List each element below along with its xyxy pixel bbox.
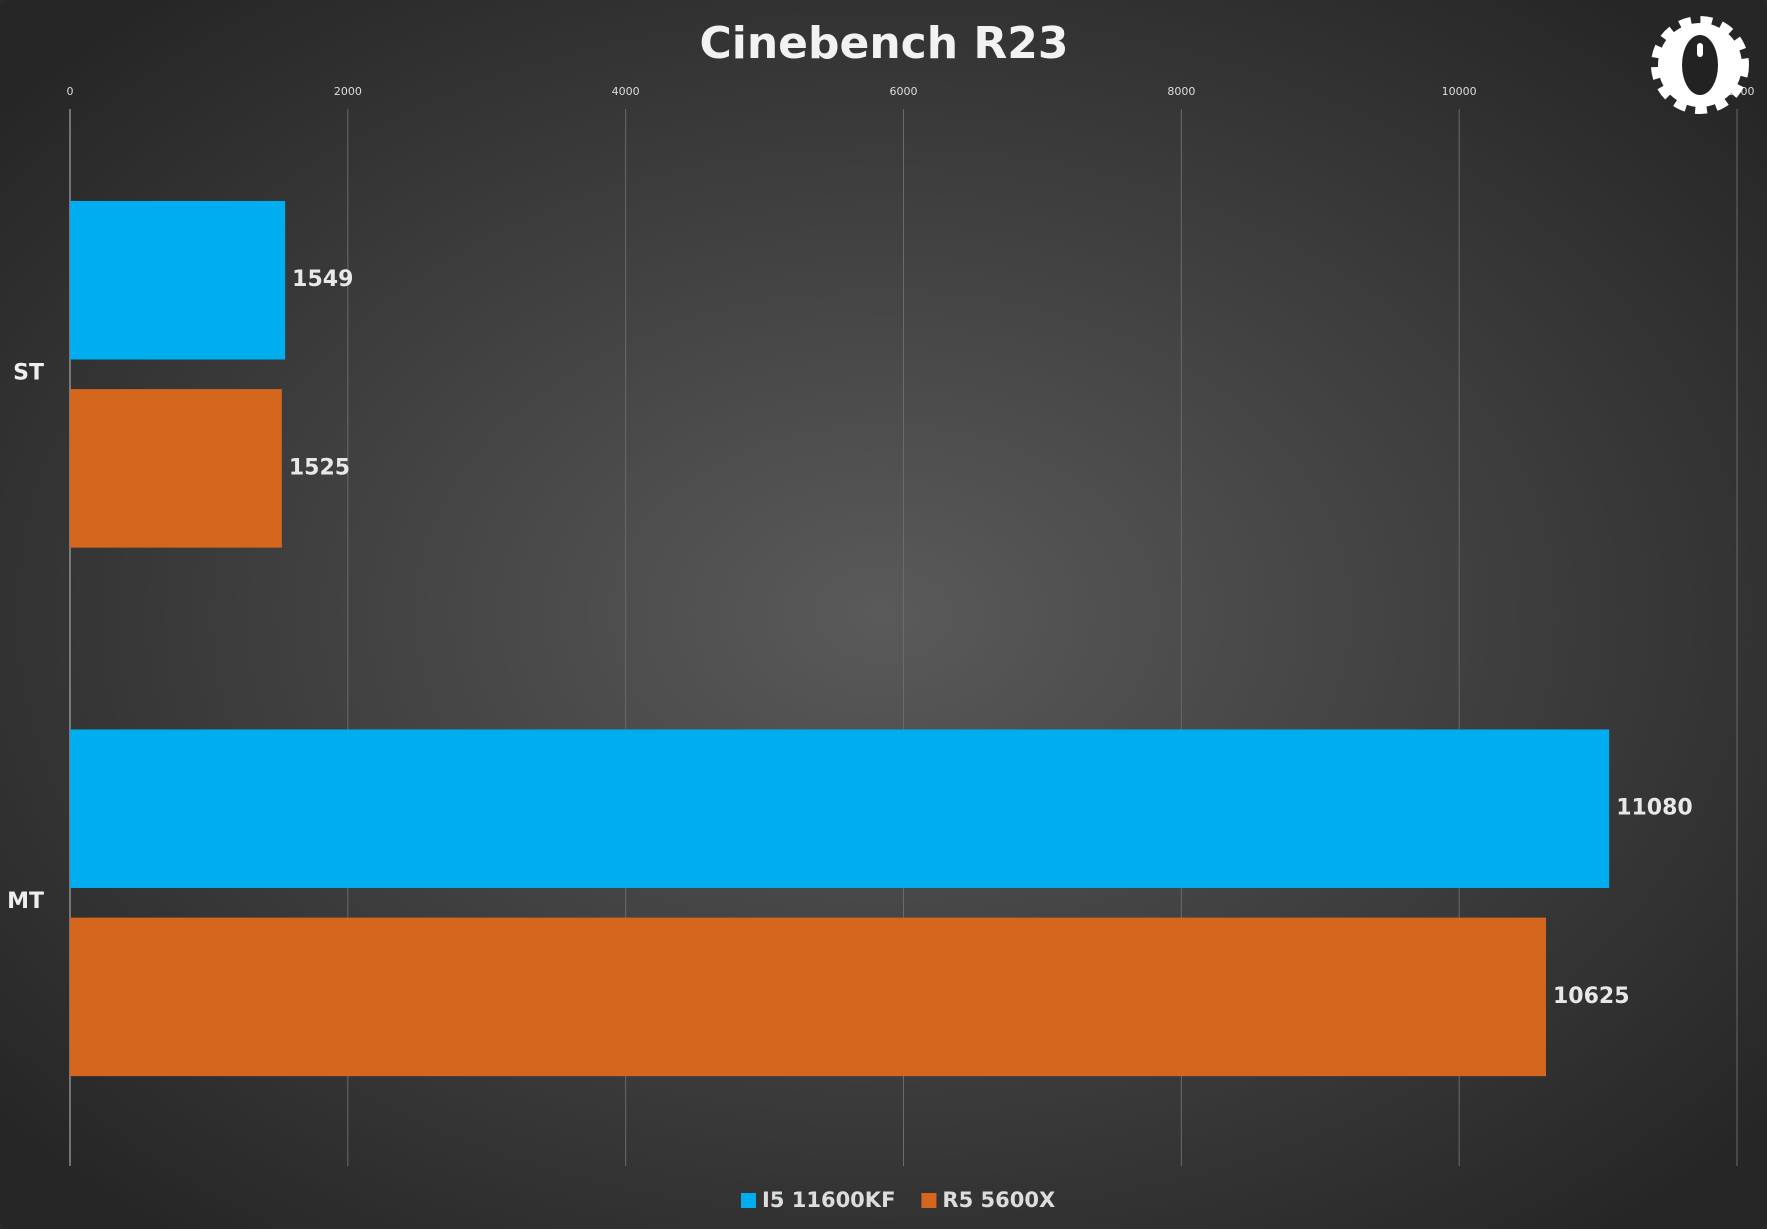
value-label: 1549 [292,267,353,292]
x-tick-label: 10000 [1442,85,1477,98]
logo-mouse-wheel [1697,43,1703,57]
logo-mouse [1682,35,1718,95]
x-tick-label: 4000 [612,85,640,98]
value-label: 11080 [1616,796,1693,821]
x-tick-label: 2000 [334,85,362,98]
x-tick-label: 6000 [890,85,918,98]
bar [70,389,282,548]
legend-swatch [921,1193,937,1208]
bar [70,917,1546,1077]
bar [70,729,1610,889]
legend-label: R5 5600X [942,1188,1055,1212]
chart-title: Cinebench R23 [699,18,1068,69]
y-tick-label: MT [7,889,44,914]
y-tick-label: ST [13,360,44,385]
value-label: 1525 [289,455,350,480]
logo [1651,16,1749,114]
value-label: 10625 [1553,984,1630,1009]
legend-label: I5 11600KF [762,1188,895,1212]
legend-swatch [741,1193,756,1208]
x-tick-label: 8000 [1167,85,1195,98]
legend: I5 11600KF R5 5600X [741,1188,1055,1212]
bar [70,200,286,360]
plot-area: 020004000600080001000012000ST15491525MT1… [7,85,1754,1212]
x-tick-label: 0 [67,85,74,98]
